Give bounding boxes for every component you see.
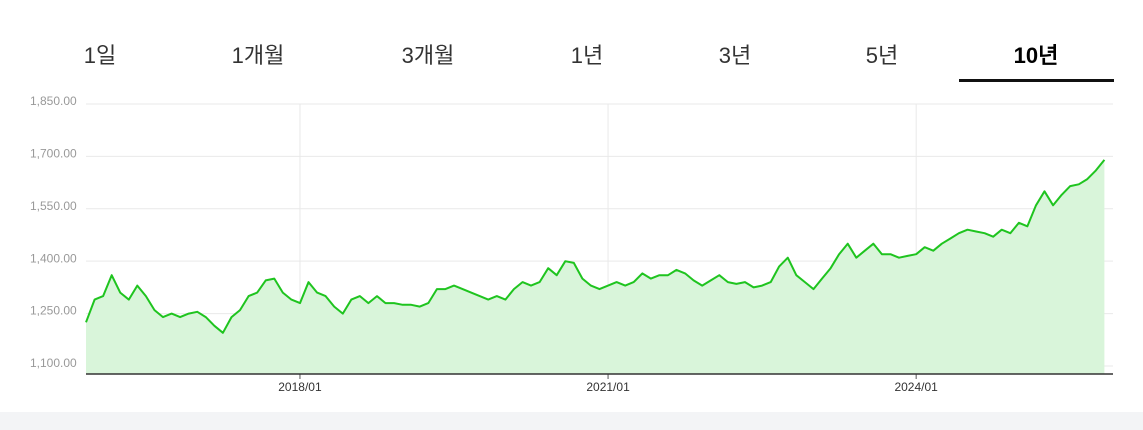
y-tick-label: 1,400.00 bbox=[30, 251, 77, 265]
plot: 1,100.00 1,250.00 1,400.00 1,550.00 1,700.00… bbox=[30, 94, 1113, 394]
tab[interactable]: 3개월 bbox=[402, 43, 455, 68]
y-tick-label: 1,100.00 bbox=[30, 356, 77, 370]
y-tick-label: 1,250.00 bbox=[30, 304, 77, 318]
tab[interactable]: 1일 bbox=[84, 43, 116, 68]
tab[interactable]: 10년 bbox=[1014, 43, 1059, 68]
tab[interactable]: 3년 bbox=[719, 43, 751, 68]
x-tick-label: 2024/01 bbox=[894, 380, 938, 394]
tab-bar: 1일 1개월 3개월 1년 3년 5년 10년 bbox=[84, 43, 1114, 82]
x-tick-label: 2021/01 bbox=[586, 380, 630, 394]
tab-underline bbox=[959, 79, 1114, 82]
y-tick-label: 1,700.00 bbox=[30, 147, 77, 161]
area-fill bbox=[86, 159, 1105, 374]
footer-band bbox=[0, 412, 1143, 430]
tab[interactable]: 1년 bbox=[571, 43, 603, 68]
y-tick-label: 1,850.00 bbox=[30, 94, 77, 108]
tab[interactable]: 1개월 bbox=[232, 43, 285, 68]
y-tick-label: 1,550.00 bbox=[30, 199, 77, 213]
tab[interactable]: 5년 bbox=[866, 43, 898, 68]
x-tick-label: 2018/01 bbox=[278, 380, 322, 394]
line bbox=[85, 159, 1106, 334]
